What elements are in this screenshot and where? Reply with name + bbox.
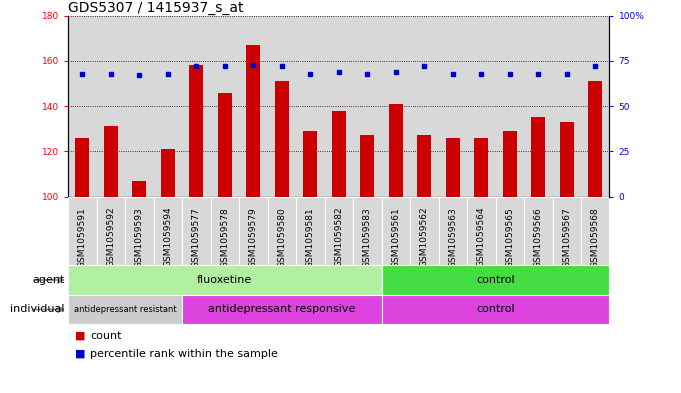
Bar bbox=[154, 196, 182, 265]
Bar bbox=[524, 196, 552, 265]
Bar bbox=[389, 104, 403, 196]
Bar bbox=[161, 149, 175, 196]
Bar bbox=[182, 16, 210, 196]
Bar bbox=[410, 16, 439, 196]
Bar bbox=[68, 16, 97, 196]
Bar bbox=[381, 196, 410, 265]
Bar bbox=[75, 138, 89, 196]
Bar bbox=[496, 196, 524, 265]
Bar bbox=[68, 196, 97, 265]
Text: GSM1059567: GSM1059567 bbox=[563, 207, 571, 268]
Bar bbox=[552, 16, 581, 196]
Bar bbox=[125, 16, 154, 196]
Text: GSM1059565: GSM1059565 bbox=[505, 207, 514, 268]
Bar bbox=[503, 131, 517, 196]
Text: GSM1059580: GSM1059580 bbox=[277, 207, 286, 268]
Bar bbox=[353, 16, 381, 196]
Bar bbox=[189, 66, 204, 196]
Text: GSM1059563: GSM1059563 bbox=[448, 207, 457, 268]
Bar bbox=[552, 196, 581, 265]
Text: ■: ■ bbox=[75, 331, 89, 341]
Bar bbox=[97, 196, 125, 265]
Bar bbox=[247, 45, 260, 196]
Bar bbox=[154, 16, 182, 196]
Text: control: control bbox=[476, 275, 515, 285]
Text: GSM1059564: GSM1059564 bbox=[477, 207, 486, 268]
Text: GSM1059578: GSM1059578 bbox=[221, 207, 229, 268]
Bar bbox=[496, 16, 524, 196]
Bar bbox=[296, 16, 325, 196]
Text: GSM1059581: GSM1059581 bbox=[306, 207, 315, 268]
Bar bbox=[467, 196, 496, 265]
Text: GSM1059593: GSM1059593 bbox=[135, 207, 144, 268]
Bar bbox=[182, 196, 210, 265]
Text: GSM1059582: GSM1059582 bbox=[334, 207, 343, 268]
Bar bbox=[381, 265, 609, 295]
Bar bbox=[97, 16, 125, 196]
Bar bbox=[381, 16, 410, 196]
Text: GSM1059577: GSM1059577 bbox=[192, 207, 201, 268]
Bar bbox=[439, 16, 467, 196]
Bar bbox=[239, 16, 268, 196]
Text: GSM1059562: GSM1059562 bbox=[419, 207, 429, 268]
Bar bbox=[325, 16, 353, 196]
Bar bbox=[325, 196, 353, 265]
Text: count: count bbox=[90, 331, 121, 341]
Bar bbox=[303, 131, 317, 196]
Text: GSM1059579: GSM1059579 bbox=[249, 207, 258, 268]
Text: GSM1059592: GSM1059592 bbox=[106, 207, 115, 268]
Bar bbox=[560, 122, 574, 196]
Text: control: control bbox=[476, 305, 515, 314]
Text: GSM1059566: GSM1059566 bbox=[534, 207, 543, 268]
Bar bbox=[581, 16, 609, 196]
Text: GSM1059583: GSM1059583 bbox=[363, 207, 372, 268]
Bar bbox=[210, 196, 239, 265]
Bar bbox=[210, 16, 239, 196]
Bar bbox=[467, 16, 496, 196]
Text: GSM1059568: GSM1059568 bbox=[590, 207, 600, 268]
Bar bbox=[296, 196, 325, 265]
Bar bbox=[68, 295, 182, 324]
Text: GDS5307 / 1415937_s_at: GDS5307 / 1415937_s_at bbox=[68, 1, 244, 15]
Text: antidepressant responsive: antidepressant responsive bbox=[208, 305, 355, 314]
Bar bbox=[410, 196, 439, 265]
Text: individual: individual bbox=[10, 305, 65, 314]
Bar bbox=[531, 118, 545, 196]
Bar bbox=[132, 181, 146, 196]
Text: GSM1059591: GSM1059591 bbox=[78, 207, 87, 268]
Bar bbox=[182, 295, 381, 324]
Bar bbox=[274, 81, 289, 196]
Bar bbox=[218, 93, 232, 196]
Bar bbox=[353, 196, 381, 265]
Bar bbox=[268, 196, 296, 265]
Bar bbox=[360, 136, 375, 196]
Bar bbox=[581, 196, 609, 265]
Text: antidepressant resistant: antidepressant resistant bbox=[74, 305, 176, 314]
Text: agent: agent bbox=[32, 275, 65, 285]
Bar bbox=[68, 265, 381, 295]
Bar bbox=[445, 138, 460, 196]
Bar bbox=[474, 138, 488, 196]
Text: GSM1059594: GSM1059594 bbox=[163, 207, 172, 268]
Bar bbox=[125, 196, 154, 265]
Text: GSM1059561: GSM1059561 bbox=[392, 207, 400, 268]
Text: percentile rank within the sample: percentile rank within the sample bbox=[90, 349, 278, 359]
Bar bbox=[104, 127, 118, 196]
Text: ■: ■ bbox=[75, 349, 89, 359]
Bar bbox=[239, 196, 268, 265]
Bar bbox=[268, 16, 296, 196]
Bar bbox=[439, 196, 467, 265]
Bar bbox=[417, 136, 431, 196]
Bar bbox=[588, 81, 603, 196]
Bar bbox=[332, 111, 346, 196]
Bar bbox=[381, 295, 609, 324]
Bar bbox=[524, 16, 552, 196]
Text: fluoxetine: fluoxetine bbox=[197, 275, 253, 285]
